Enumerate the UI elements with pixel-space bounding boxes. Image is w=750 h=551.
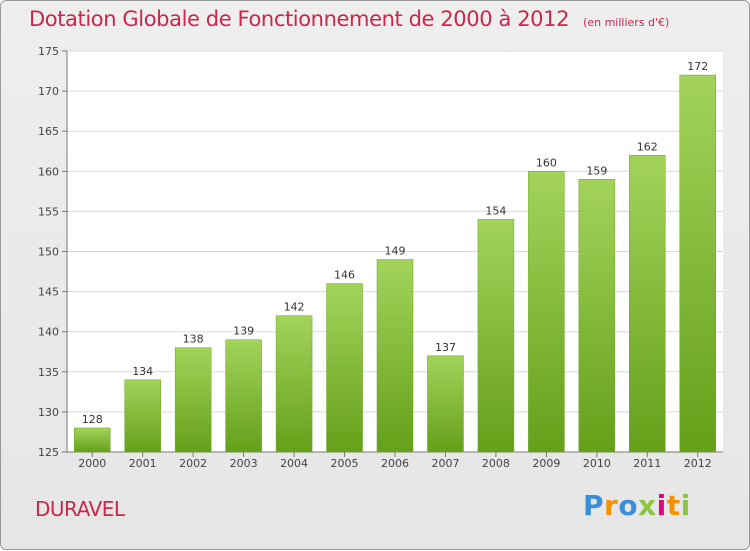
brand-letter: i bbox=[656, 489, 667, 522]
x-tick-label-2004: 2004 bbox=[280, 457, 308, 470]
x-tick-label-2012: 2012 bbox=[684, 457, 712, 470]
y-tick-label: 170 bbox=[38, 85, 59, 98]
value-label-2007: 137 bbox=[435, 341, 456, 354]
brand-letter: P bbox=[583, 489, 605, 522]
y-tick-label: 125 bbox=[38, 446, 59, 459]
value-label-2002: 138 bbox=[183, 333, 204, 346]
bar-2001 bbox=[124, 379, 161, 453]
y-tick-label: 150 bbox=[38, 246, 59, 259]
value-label-2003: 139 bbox=[233, 325, 254, 338]
brand-letter: i bbox=[680, 489, 691, 522]
bar-2009 bbox=[528, 171, 565, 453]
x-tick-label-2002: 2002 bbox=[179, 457, 207, 470]
bars bbox=[73, 74, 717, 453]
bar-2011 bbox=[629, 155, 666, 453]
value-label-2010: 159 bbox=[586, 164, 607, 177]
x-tick-label-2010: 2010 bbox=[583, 457, 611, 470]
x-tick-label-2000: 2000 bbox=[78, 457, 106, 470]
brand-letter: r bbox=[604, 489, 619, 522]
x-tick-label-2009: 2009 bbox=[532, 457, 560, 470]
value-label-2008: 154 bbox=[485, 204, 506, 217]
value-label-2001: 134 bbox=[132, 365, 153, 378]
commune-name: DURAVEL bbox=[35, 497, 125, 521]
brand-letter: o bbox=[618, 489, 639, 522]
value-label-2009: 160 bbox=[536, 156, 557, 169]
bar-2006 bbox=[376, 259, 414, 453]
bar-2002 bbox=[174, 347, 212, 453]
x-tick-label-2003: 2003 bbox=[230, 457, 258, 470]
value-label-2000: 128 bbox=[82, 413, 103, 426]
x-tick-label-2008: 2008 bbox=[482, 457, 510, 470]
chart-title-text: Dotation Globale de Fonctionnement de 20… bbox=[29, 7, 570, 31]
value-label-2006: 149 bbox=[385, 245, 406, 258]
y-tick-label: 135 bbox=[38, 366, 59, 379]
y-tick-label: 130 bbox=[38, 406, 59, 419]
bar-2000 bbox=[73, 427, 111, 453]
y-tick-label: 140 bbox=[38, 326, 59, 339]
proxiti-logo[interactable]: Proxiti bbox=[583, 489, 691, 522]
brand-letter: t bbox=[666, 489, 681, 522]
y-tick-label: 175 bbox=[38, 45, 59, 58]
value-label-2011: 162 bbox=[637, 140, 658, 153]
bar-2005 bbox=[326, 283, 363, 453]
bar-2007 bbox=[427, 355, 464, 453]
y-tick-label: 155 bbox=[38, 205, 59, 218]
bar-2004 bbox=[275, 315, 313, 453]
chart-subtitle: (en milliers d'€) bbox=[583, 16, 670, 29]
value-label-2012: 172 bbox=[687, 60, 708, 73]
x-tick-label-2007: 2007 bbox=[431, 457, 459, 470]
bar-2010 bbox=[578, 179, 616, 453]
x-tick-label-2001: 2001 bbox=[129, 457, 157, 470]
brand-letter: x bbox=[638, 489, 657, 522]
value-label-2005: 146 bbox=[334, 269, 355, 282]
y-tick-label: 165 bbox=[38, 125, 59, 138]
x-tick-label-2011: 2011 bbox=[633, 457, 661, 470]
x-tick-label-2005: 2005 bbox=[331, 457, 359, 470]
labels: 125 130 135 140 145 150 155 160 165 170 175 128 2000… bbox=[38, 45, 712, 470]
y-tick-label: 145 bbox=[38, 286, 59, 299]
x-tick-label-2006: 2006 bbox=[381, 457, 409, 470]
bar-2003 bbox=[225, 339, 262, 453]
y-tick-label: 160 bbox=[38, 165, 59, 178]
bar-2012 bbox=[679, 74, 717, 453]
bar-2008 bbox=[477, 219, 515, 453]
value-label-2004: 142 bbox=[284, 301, 305, 314]
chart-title: Dotation Globale de Fonctionnement de 20… bbox=[29, 7, 669, 31]
